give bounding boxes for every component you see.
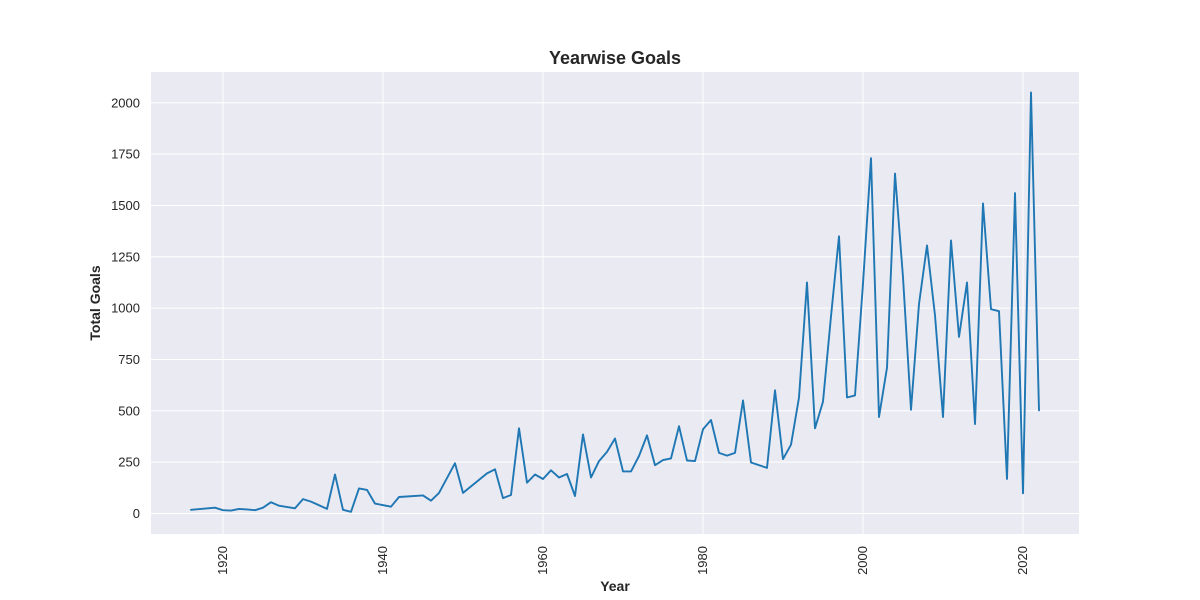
chart-title: Yearwise Goals <box>549 48 681 68</box>
x-axis-label: Year <box>600 578 630 594</box>
y-tick-label: 1750 <box>111 147 140 162</box>
y-tick-label: 750 <box>118 352 140 367</box>
y-tick-label: 1250 <box>111 249 140 264</box>
x-tick-label: 1980 <box>695 546 710 575</box>
series-line <box>190 91 1040 513</box>
y-axis-label: Total Goals <box>87 265 103 340</box>
x-tick-label: 1920 <box>215 546 230 575</box>
x-tick-label: 2000 <box>855 546 870 575</box>
y-tick-label: 250 <box>118 455 140 470</box>
y-tick-label: 1000 <box>111 301 140 316</box>
plot-area <box>151 72 1079 534</box>
x-tick-label: 2020 <box>1015 546 1030 575</box>
y-tick-label: 0 <box>133 506 140 521</box>
grid <box>151 72 1079 534</box>
y-tick-label: 1500 <box>111 198 140 213</box>
series-layer <box>190 91 1040 513</box>
x-axis-ticks: 1920 1940 1960 1980 2000 2020 <box>215 546 1030 575</box>
x-tick-label: 1960 <box>535 546 550 575</box>
x-tick-label: 1940 <box>375 546 390 575</box>
y-tick-label: 500 <box>118 403 140 418</box>
y-axis-ticks: 0 250 500 750 1000 1250 1500 1750 2000 <box>111 95 140 521</box>
y-tick-label: 2000 <box>111 95 140 110</box>
